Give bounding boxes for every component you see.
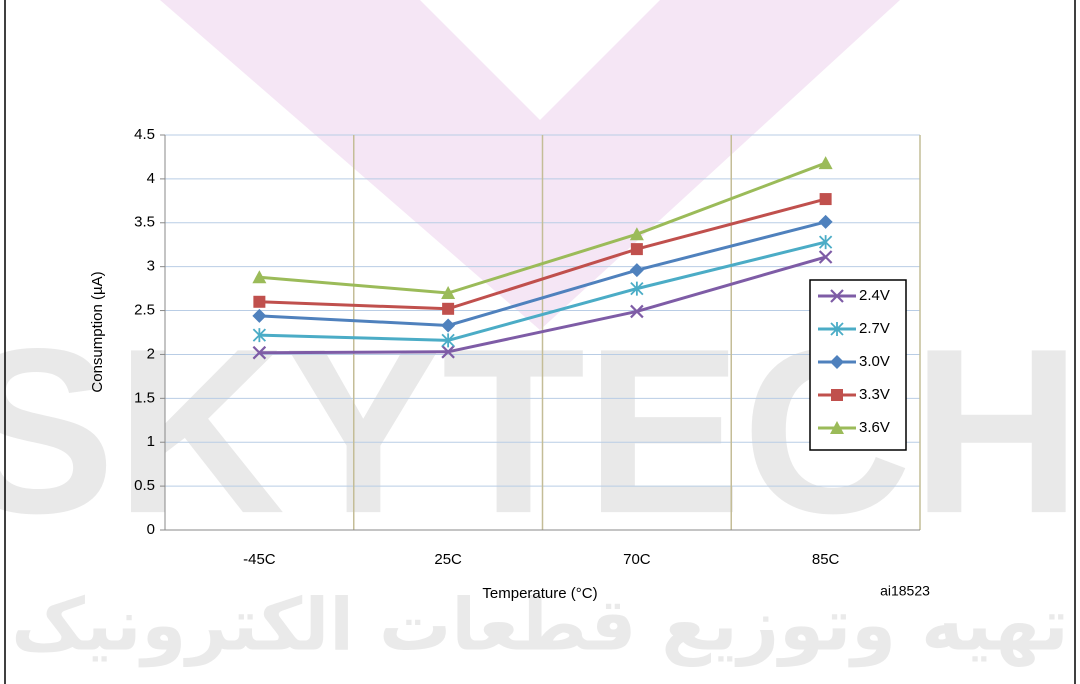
annotation: ai18523 bbox=[880, 583, 930, 599]
series-line bbox=[259, 240, 826, 342]
x-tick-label: 70C bbox=[623, 551, 651, 568]
marker bbox=[442, 302, 455, 315]
legend-label: 3.3V bbox=[859, 386, 890, 403]
y-tick-label: 3.5 bbox=[134, 214, 155, 231]
y-tick-label: 1.5 bbox=[134, 389, 155, 406]
y-axis-label: Consumption (µA) bbox=[89, 271, 106, 392]
legend-label: 2.7V bbox=[859, 320, 890, 337]
legend-label: 2.4V bbox=[859, 287, 890, 304]
marker bbox=[441, 345, 455, 359]
y-tick-label: 0.5 bbox=[134, 477, 155, 494]
marker bbox=[253, 295, 266, 308]
watermark-text: SKYTECH bbox=[0, 299, 1080, 562]
legend-marker bbox=[830, 322, 844, 336]
legend-marker bbox=[831, 389, 843, 401]
watermark-shape bbox=[160, 0, 900, 330]
y-tick-label: 3 bbox=[147, 258, 155, 275]
watermark bbox=[160, 0, 900, 330]
y-tick-label: 4 bbox=[147, 170, 155, 187]
marker bbox=[818, 214, 833, 229]
x-tick-label: 85C bbox=[812, 551, 840, 568]
marker bbox=[252, 328, 267, 343]
frame bbox=[4, 0, 1076, 684]
marker bbox=[252, 308, 267, 323]
series-line bbox=[259, 255, 827, 355]
legend-marker bbox=[830, 421, 844, 434]
watermark-subtitle: تهیه وتوزیع قطعات الکترونیک bbox=[11, 583, 1068, 668]
y-tick-label: 4.5 bbox=[134, 126, 155, 143]
marker bbox=[818, 156, 833, 170]
marker bbox=[629, 263, 644, 278]
series-line bbox=[259, 197, 827, 311]
series-line bbox=[259, 220, 826, 327]
x-tick-label: -45C bbox=[243, 551, 276, 568]
legend-marker bbox=[830, 355, 844, 369]
y-tick-label: 1 bbox=[147, 433, 155, 450]
y-tick-label: 0 bbox=[147, 521, 155, 538]
marker bbox=[441, 286, 456, 299]
legend-marker bbox=[830, 289, 844, 303]
marker bbox=[252, 270, 267, 284]
marker bbox=[818, 250, 833, 264]
x-tick-label: 25C bbox=[434, 551, 462, 568]
marker bbox=[629, 227, 644, 241]
marker bbox=[630, 304, 644, 319]
series-line bbox=[259, 161, 827, 295]
marker bbox=[441, 333, 455, 348]
legend-label: 3.0V bbox=[859, 353, 890, 370]
legend-label: 3.6V bbox=[859, 419, 890, 436]
marker bbox=[819, 193, 832, 206]
marker bbox=[630, 243, 643, 256]
y-tick-label: 2.5 bbox=[134, 302, 155, 319]
marker bbox=[252, 345, 267, 360]
marker bbox=[818, 235, 833, 250]
legend-box bbox=[809, 279, 907, 451]
y-tick-label: 2 bbox=[147, 345, 155, 362]
x-axis-label: Temperature (°C) bbox=[482, 585, 597, 602]
marker bbox=[630, 281, 644, 296]
marker bbox=[441, 318, 456, 333]
